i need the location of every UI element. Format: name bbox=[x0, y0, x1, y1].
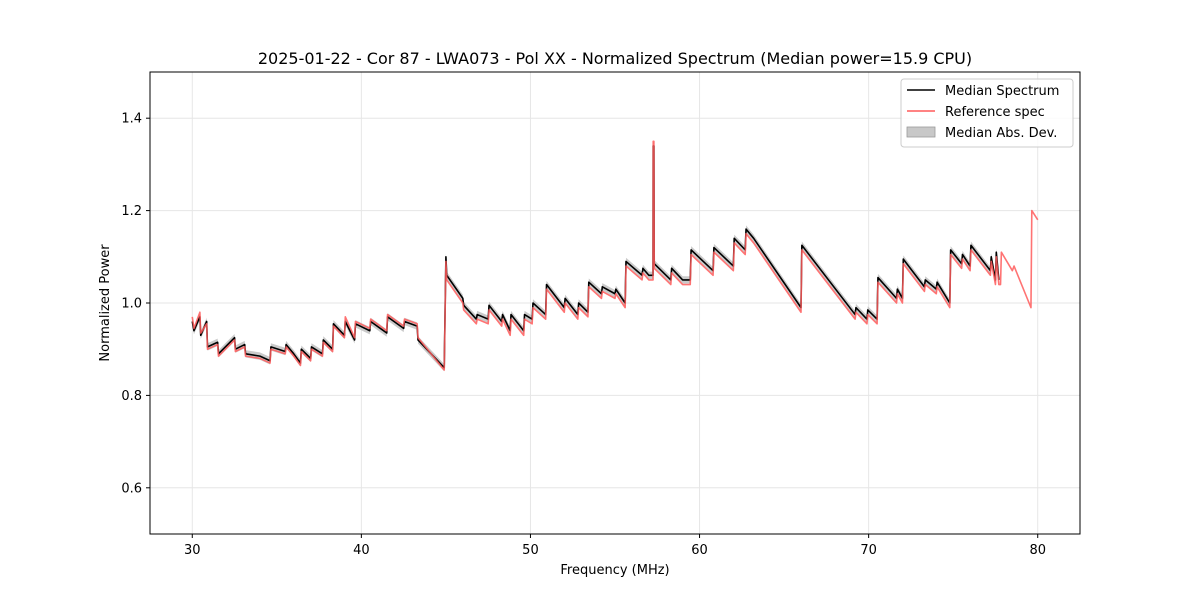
y-axis-label: Normalized Power bbox=[98, 244, 113, 362]
chart-title: 2025-01-22 - Cor 87 - LWA073 - Pol XX - … bbox=[258, 49, 972, 68]
y-tick-label: 0.6 bbox=[121, 481, 142, 496]
legend-median-label: Median Spectrum bbox=[945, 84, 1059, 99]
x-tick-label: 70 bbox=[860, 543, 877, 558]
x-ticks: 30 40 50 60 70 80 bbox=[184, 534, 1046, 558]
x-tick-label: 40 bbox=[353, 543, 370, 558]
y-tick-label: 0.8 bbox=[121, 389, 142, 404]
x-tick-label: 80 bbox=[1029, 543, 1046, 558]
reference-spectrum-line bbox=[191, 140, 1039, 371]
legend-mad-swatch bbox=[906, 126, 936, 138]
mad-band bbox=[192, 142, 999, 372]
mad-band-layer bbox=[192, 142, 999, 372]
x-tick-label: 50 bbox=[522, 543, 539, 558]
y-tick-label: 1.2 bbox=[121, 204, 142, 219]
x-tick-label: 60 bbox=[691, 543, 708, 558]
legend-reference-label: Reference spec bbox=[945, 105, 1045, 120]
x-axis-label: Frequency (MHz) bbox=[560, 563, 669, 578]
legend-mad-label: Median Abs. Dev. bbox=[945, 126, 1057, 141]
reference-series-layer bbox=[191, 140, 1039, 371]
legend: Median Spectrum Reference spec Median Ab… bbox=[900, 78, 1074, 148]
x-tick-label: 30 bbox=[184, 543, 201, 558]
y-tick-label: 1.4 bbox=[121, 112, 142, 127]
legend-box bbox=[900, 78, 1074, 148]
y-ticks: 0.6 0.8 1.0 1.2 1.4 bbox=[121, 112, 150, 496]
y-tick-label: 1.0 bbox=[121, 297, 142, 312]
